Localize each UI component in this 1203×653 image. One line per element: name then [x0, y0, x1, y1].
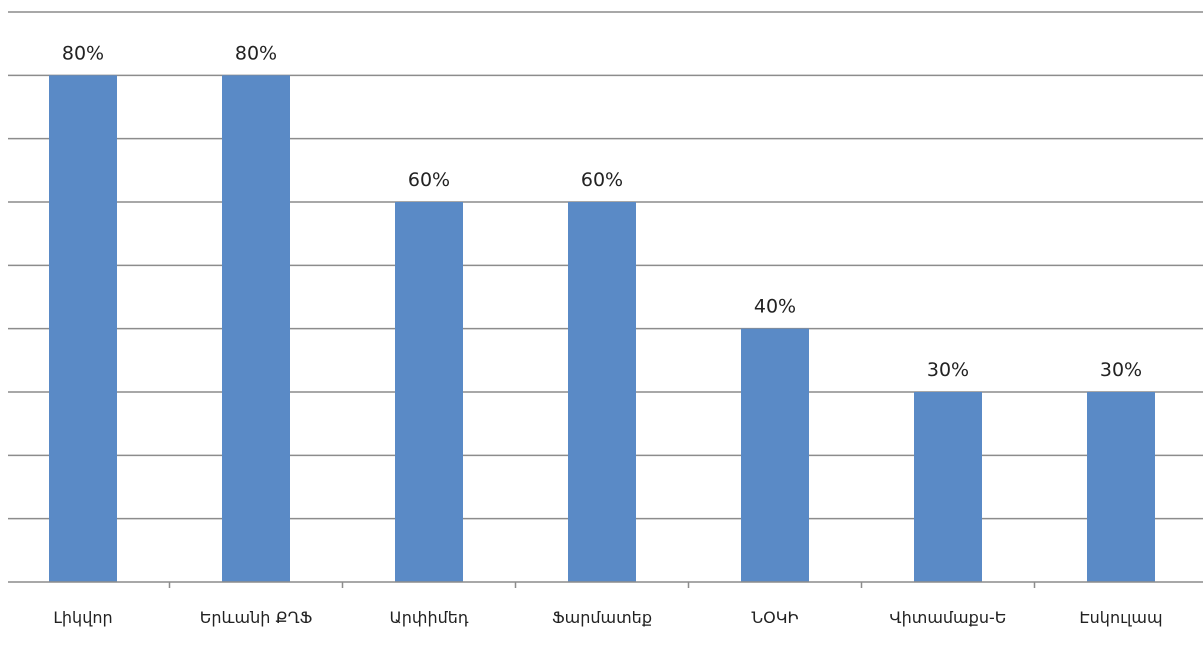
bar-6 [914, 392, 982, 582]
category-labels: Լիկվոր Երևանի ՔՂՖ Արփիմեդ Ֆարմատեք ՆՕԿԻ Վիտամ… [53, 608, 1162, 627]
bar-4 [568, 202, 636, 582]
bar-2 [222, 75, 290, 582]
bar-3 [395, 202, 463, 582]
category-label-2: Երևանի ՔՂՖ [200, 608, 313, 627]
category-label-3: Արփիմեդ [389, 608, 468, 627]
data-label-6: 30% [927, 359, 969, 381]
bar-7 [1087, 392, 1155, 582]
bar-1 [49, 75, 117, 582]
data-labels: 80% 80% 60% 60% 40% 30% 30% [62, 42, 1142, 381]
data-label-2: 80% [235, 42, 277, 64]
x-axis [8, 581, 1203, 588]
data-label-5: 40% [754, 296, 796, 318]
data-label-3: 60% [408, 169, 450, 191]
category-label-6: Վիտամաքս-Ե [890, 608, 1007, 627]
category-label-4: Ֆարմատեք [552, 608, 652, 627]
data-label-7: 30% [1100, 359, 1142, 381]
bar-5 [741, 328, 809, 582]
category-label-7: Էսկուլապ [1079, 608, 1162, 627]
category-label-1: Լիկվոր [53, 608, 112, 627]
category-label-5: ՆՕԿԻ [751, 608, 798, 627]
data-label-1: 80% [62, 42, 104, 64]
data-label-4: 60% [581, 169, 623, 191]
bars [49, 75, 1155, 582]
